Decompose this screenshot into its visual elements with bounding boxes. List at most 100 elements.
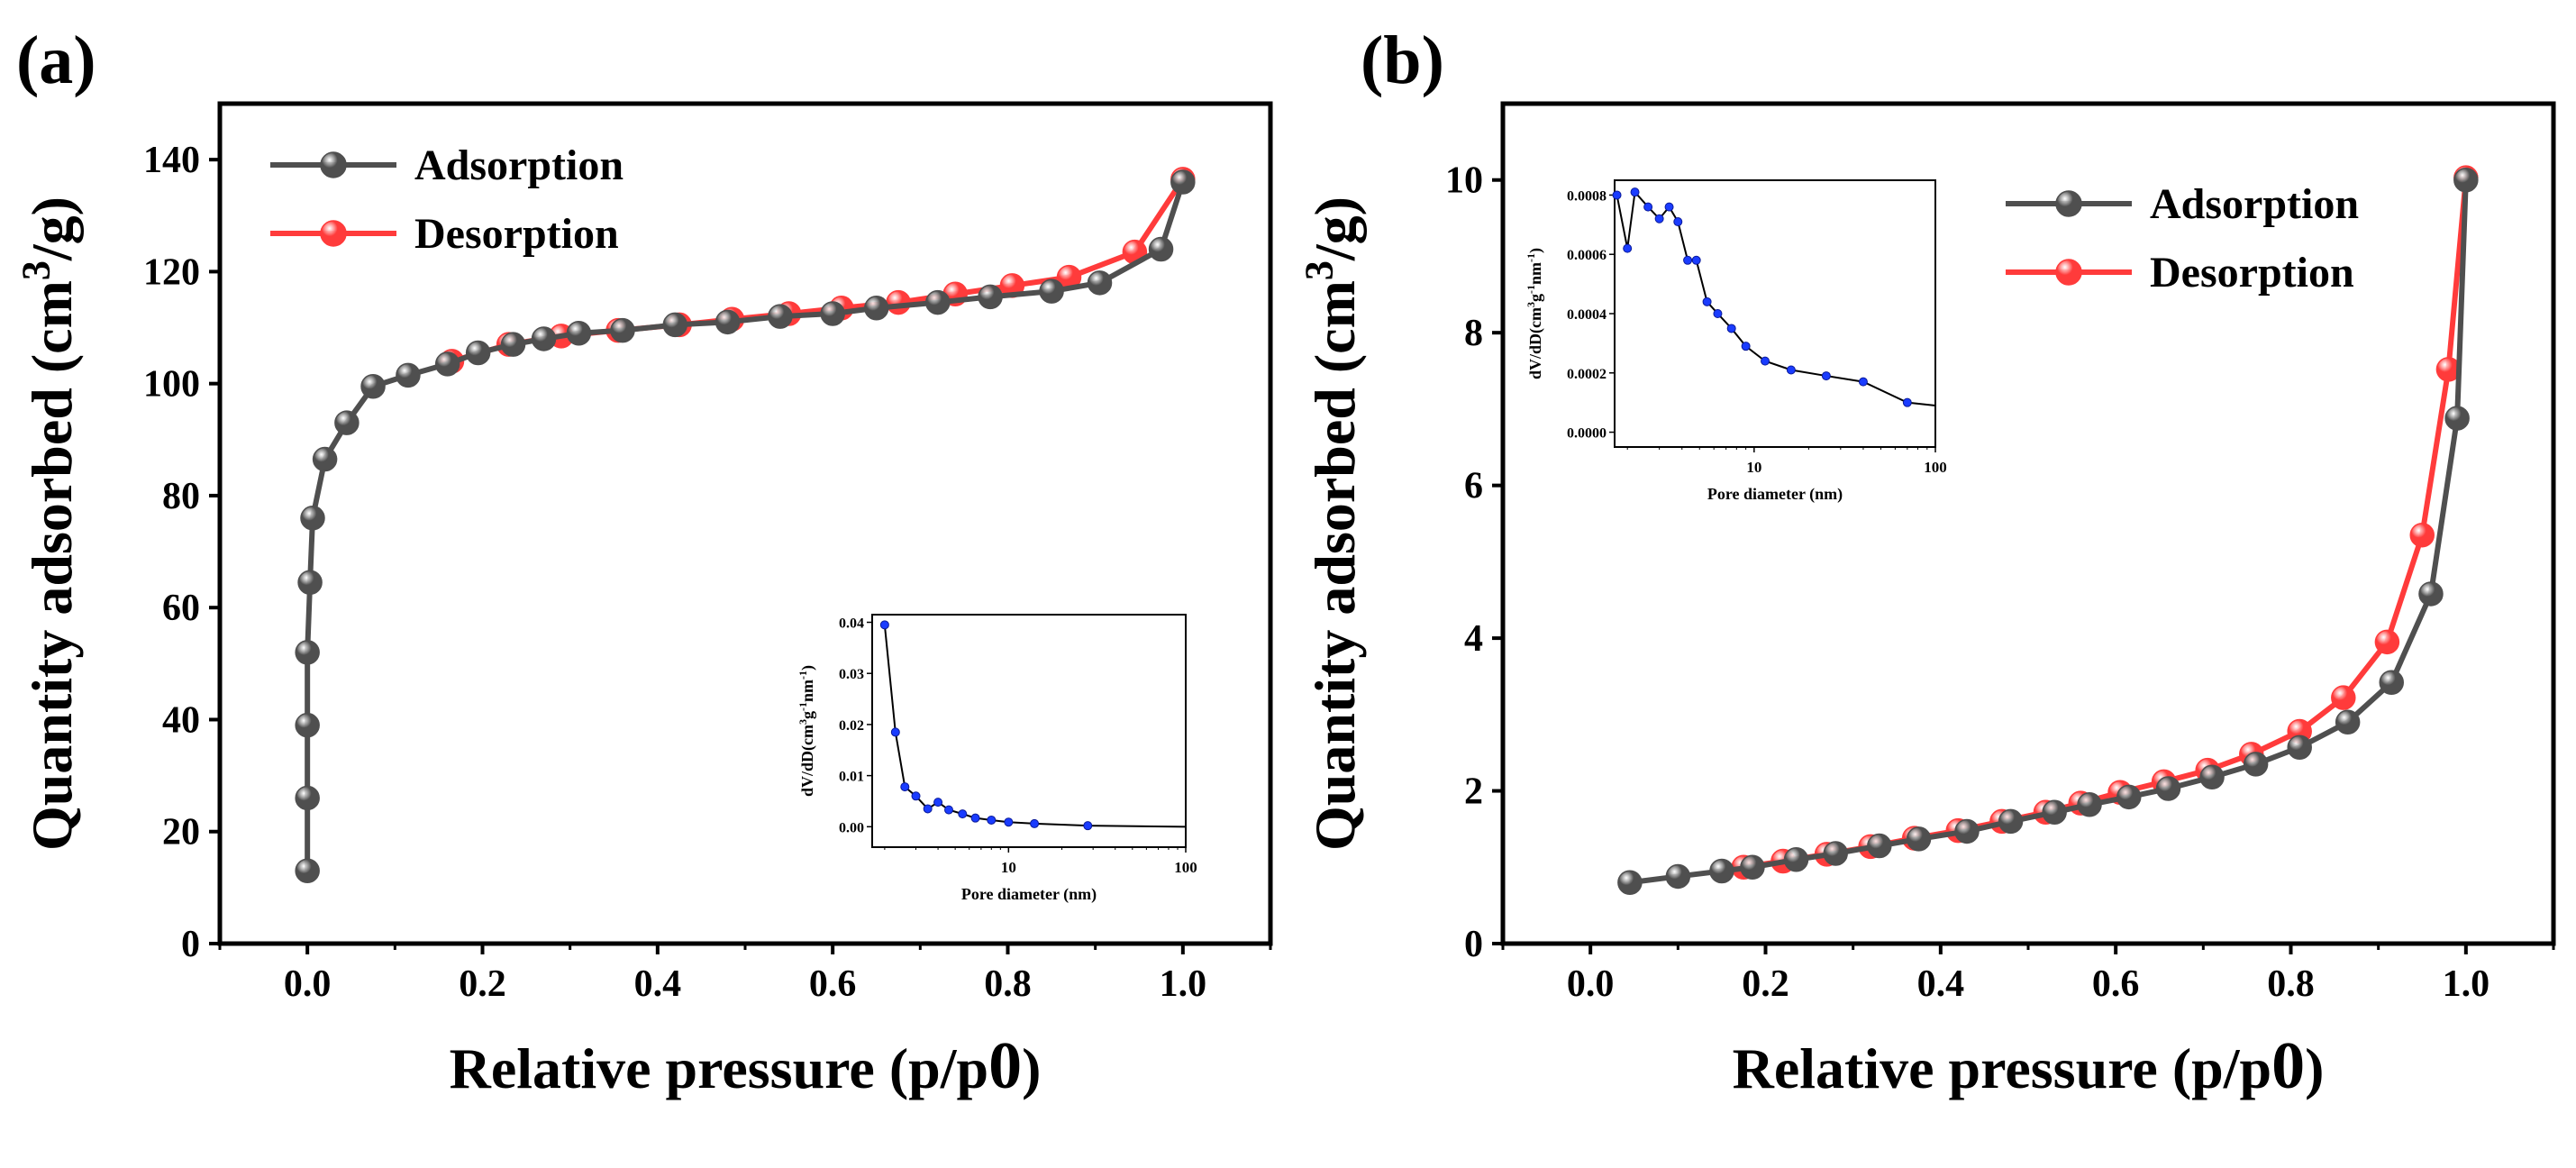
data-point-adsorption <box>1039 278 1064 304</box>
y-tick-label: 80 <box>162 476 200 517</box>
data-point-adsorption <box>925 289 951 315</box>
x-tick-label: 0.6 <box>2092 963 2140 1005</box>
inset-y-tick-label: 0.0008 <box>1567 188 1607 204</box>
inset-data-point <box>958 809 968 819</box>
y-tick-label: 8 <box>1464 313 1483 354</box>
inset-data-point <box>1030 818 1040 828</box>
inset-data-point <box>1821 371 1831 381</box>
data-point-desorption <box>886 289 911 315</box>
y-axis-label: Quantity adsorbed (cm3/g) <box>14 196 84 851</box>
data-point-desorption <box>2374 629 2400 655</box>
inset-y-tick-label: 0.02 <box>839 718 864 734</box>
x-tick-label: 0.4 <box>1917 963 1965 1005</box>
data-point-adsorption <box>312 446 338 472</box>
data-point-adsorption <box>2287 735 2312 761</box>
data-point-adsorption <box>2444 406 2470 431</box>
legend-label-adsorption: Adsorption <box>414 141 624 189</box>
inset-y-tick-label: 0.0004 <box>1567 307 1607 323</box>
data-point-adsorption <box>662 312 688 338</box>
inset-data-point <box>1741 342 1751 351</box>
data-point-adsorption <box>1170 169 1196 195</box>
inset-chart: 10 100 0.00 0.01 0.02 0.03 0.04 Pore diameter (… <box>796 614 1197 904</box>
data-point-adsorption <box>2199 764 2225 790</box>
inset-data-point <box>1612 190 1622 200</box>
data-point-adsorption <box>1823 841 1848 866</box>
inset-y-axis-label: dV/dD(cm3g-1nm-1) <box>1525 248 1545 379</box>
inset-data-point <box>933 798 943 808</box>
inset-y-tick-label: 0.03 <box>839 667 864 682</box>
inset-x-tick-label: 100 <box>1924 459 1947 476</box>
inset-y-tick-label: 0.00 <box>839 820 864 835</box>
inset-data-point <box>1643 202 1653 212</box>
inset-data-point <box>987 815 997 825</box>
x-tick-label: 1.0 <box>1160 963 1207 1005</box>
data-point-adsorption <box>768 304 793 329</box>
data-point-adsorption <box>2042 799 2067 826</box>
x-tick-label: 0.8 <box>984 963 1032 1005</box>
data-point-adsorption <box>1998 808 2024 835</box>
data-point-adsorption <box>1740 854 1765 881</box>
x-tick-label: 0.8 <box>2267 963 2315 1005</box>
inset-data-point <box>944 805 954 815</box>
data-point-adsorption <box>864 296 889 321</box>
inset-data-point <box>900 782 910 792</box>
inset-data-point <box>1083 821 1093 831</box>
data-point-adsorption <box>820 301 845 326</box>
inset-data-point <box>1761 356 1770 366</box>
inset-y-tick-label: 0.0006 <box>1567 248 1607 263</box>
legend-marker-adsorption <box>2055 190 2082 217</box>
x-tick-label: 1.0 <box>2443 963 2490 1005</box>
x-tick-label: 0.2 <box>459 963 506 1005</box>
data-point-adsorption <box>465 340 491 366</box>
data-point-adsorption <box>978 284 1003 310</box>
inset-data-point <box>1726 324 1736 333</box>
inset-y-tick-label: 0.01 <box>839 770 864 785</box>
panel-label: (b) <box>1361 23 1444 98</box>
data-point-adsorption <box>300 506 325 531</box>
x-axis-label: Relative pressure (p/p0) <box>450 1029 1042 1103</box>
data-point-adsorption <box>1867 833 1892 859</box>
data-point-adsorption <box>334 410 360 435</box>
legend-label-desorption: Desorption <box>414 210 619 258</box>
panel-a: 0.0 0.2 0.4 0.6 0.8 1.0 0 20 40 60 80 100 120 140 Rela… <box>14 23 1273 1103</box>
legend-label-desorption: Desorption <box>2150 249 2354 297</box>
y-tick-label: 20 <box>162 812 200 853</box>
inset-data-point <box>1683 255 1693 265</box>
inset-data-point <box>970 813 980 823</box>
data-point-adsorption <box>1665 863 1691 890</box>
y-tick-label: 100 <box>143 364 200 406</box>
inset-frame <box>871 614 1187 848</box>
inset-data-point <box>1902 397 1912 407</box>
data-point-adsorption <box>2077 792 2102 817</box>
inset-data-point <box>879 620 889 630</box>
x-tick-label: 0.2 <box>1742 963 1789 1005</box>
x-tick-label: 0.0 <box>1567 963 1615 1005</box>
inset-data-point <box>1786 365 1796 375</box>
x-tick-label: 0.0 <box>284 963 332 1005</box>
data-point-adsorption <box>1709 858 1734 884</box>
y-tick-label: 10 <box>1445 160 1483 202</box>
inset-data-point <box>1004 817 1014 827</box>
y-tick-label: 0 <box>181 924 200 965</box>
data-point-adsorption <box>1954 818 1980 844</box>
y-axis-label: Quantity adsorbed (cm3/g) <box>1297 196 1367 851</box>
inset-data-point <box>1702 297 1712 306</box>
data-point-desorption <box>2409 522 2435 548</box>
series-line-adsorption <box>1629 179 2469 886</box>
inset-data-point <box>1691 255 1701 265</box>
inset-frame <box>1614 179 1936 448</box>
inset-y-tick-label: 0.0002 <box>1567 367 1607 382</box>
legend-marker-adsorption <box>320 151 347 178</box>
y-tick-label: 120 <box>143 251 200 293</box>
inset-data-point <box>1664 202 1674 212</box>
data-point-adsorption <box>2116 784 2142 810</box>
data-point-adsorption <box>715 309 741 335</box>
data-point-adsorption <box>295 858 320 883</box>
x-tick-label: 0.4 <box>634 963 682 1005</box>
legend-marker-desorption <box>2055 259 2082 286</box>
inset-data-point <box>911 791 921 801</box>
inset-data-point <box>923 804 933 814</box>
data-point-adsorption <box>2335 709 2361 735</box>
legend-marker-desorption <box>320 220 347 247</box>
data-point-adsorption <box>566 320 592 346</box>
